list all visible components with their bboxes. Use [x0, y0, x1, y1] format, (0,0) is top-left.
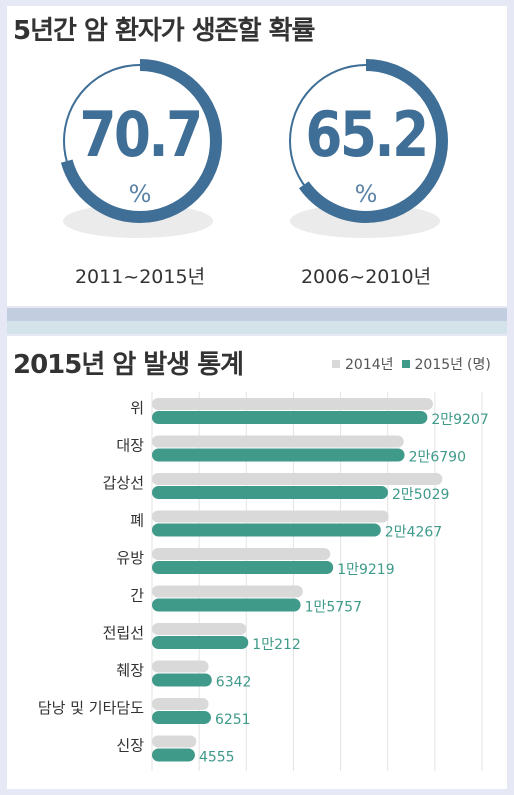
bar-2015	[152, 486, 388, 499]
category-label: 갑상선	[103, 474, 144, 492]
bar-2015	[152, 673, 212, 687]
ring-1-graphic	[58, 59, 222, 223]
category-label: 위	[130, 399, 144, 417]
bar-2015	[152, 711, 211, 724]
survival-panel: 5년간 암 환자가 생존할 확률 70.7 % 2011~2015년 65.2 …	[7, 6, 507, 306]
category-label: 간	[130, 587, 144, 605]
category-label: 유방	[116, 549, 144, 567]
ring-1-unit: %	[128, 180, 152, 208]
bar-2015	[152, 561, 334, 574]
chart-legend: 2014년 2015년 (명)	[332, 354, 499, 374]
category-label: 폐	[130, 512, 144, 530]
ring-2-period: 2006~2010년	[300, 266, 432, 288]
legend-label-2014: 2014년	[345, 357, 394, 373]
ring-2-progress-arc	[284, 59, 448, 223]
bar-2014	[152, 398, 433, 410]
bar-2014	[152, 435, 404, 448]
data-label: 6251	[215, 712, 251, 728]
bar-2014	[152, 585, 303, 598]
legend-swatch-2014	[332, 360, 340, 368]
bar-2014	[152, 473, 443, 485]
chart-title: 2015년 암 발생 통계	[13, 350, 244, 380]
ring-1-progress-arc	[58, 59, 222, 223]
legend-label-2015: 2015년	[414, 357, 464, 373]
data-label: 1만212	[252, 637, 301, 653]
bar-2014	[152, 735, 197, 748]
data-label: 4555	[199, 750, 235, 766]
data-label: 2만4267	[385, 525, 442, 541]
category-label: 전립선	[103, 624, 144, 642]
survival-title: 5년간 암 환자가 생존할 확률	[13, 16, 315, 46]
legend-item-2015: 2015년 (명)	[401, 354, 491, 374]
bar-2015	[152, 636, 249, 649]
bar-2015	[152, 598, 301, 612]
ring-2-graphic	[284, 59, 448, 223]
incidence-panel: 2015년 암 발생 통계 2014년 2015년 (명) 위 2만9207 대장 2…	[7, 336, 507, 789]
bar-2015	[152, 523, 381, 537]
bar-2014	[152, 510, 389, 523]
category-label: 담낭 및 기타담도	[38, 699, 144, 717]
legend-unit: (명)	[467, 357, 491, 373]
ring-1-period: 2011~2015년	[74, 266, 206, 288]
category-label: 대장	[116, 437, 144, 455]
bar-2014	[152, 548, 331, 560]
data-label: 1만5757	[305, 600, 362, 616]
data-label: 6342	[216, 675, 252, 691]
data-label: 2만5029	[392, 487, 449, 503]
survival-ring-2: 65.2 %	[281, 56, 451, 226]
ring-2-value: 65.2	[305, 98, 429, 171]
data-label: 1만9219	[337, 562, 394, 578]
bar-2014	[152, 623, 247, 635]
category-label: 췌장	[116, 662, 144, 680]
bar-2014	[152, 698, 209, 710]
incidence-bar-chart: 위 2만9207 대장 2만6790 갑상선 2만5029 폐 2만4267 유방 1만9219 간…	[38, 392, 489, 771]
legend-swatch-2015	[401, 360, 410, 368]
legend-item-2014: 2014년	[332, 354, 394, 374]
data-label: 2만6790	[409, 450, 466, 466]
bar-2015	[152, 748, 195, 762]
bar-2014	[152, 660, 209, 673]
category-label: 신장	[116, 737, 144, 755]
ring-2-unit: %	[354, 180, 378, 208]
survival-ring-1: 70.7 %	[55, 56, 225, 226]
data-label: 2만9207	[431, 412, 488, 428]
section-divider	[7, 308, 507, 334]
bar-2015	[152, 448, 405, 462]
bar-2015	[152, 411, 428, 424]
ring-1-value: 70.7	[79, 98, 203, 171]
